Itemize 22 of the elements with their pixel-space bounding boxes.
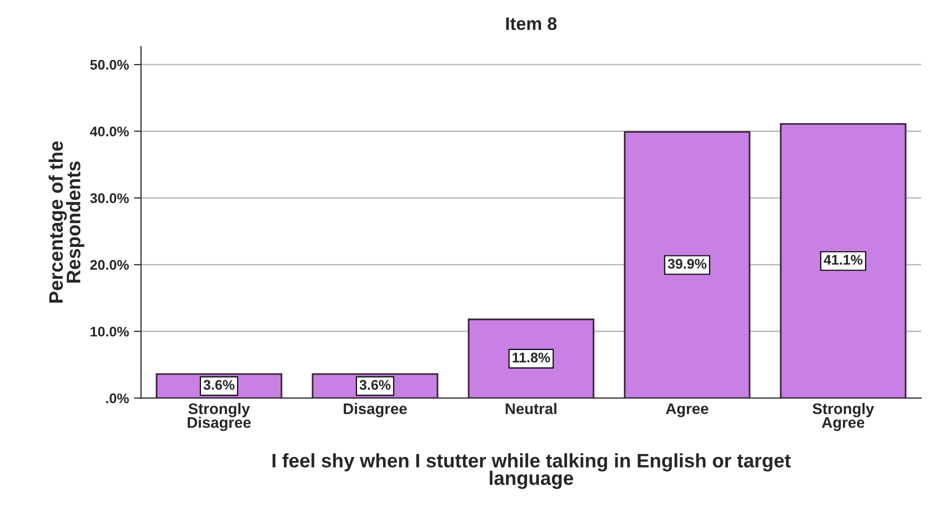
y-tick-label: .0% bbox=[106, 393, 129, 404]
data-label: 3.6% bbox=[204, 380, 234, 390]
y-tick-label: 30.0% bbox=[90, 193, 129, 204]
x-tick-label: Agree bbox=[666, 403, 708, 418]
data-label: 11.8% bbox=[512, 352, 550, 362]
x-tick-label: Strongly Disagree bbox=[188, 402, 251, 432]
data-label: 3.6% bbox=[360, 380, 391, 390]
y-tick-label: 50.0% bbox=[90, 60, 129, 70]
x-tick-label: Disagree bbox=[344, 402, 407, 418]
y-tick-label: 40.0% bbox=[90, 126, 129, 136]
x-axis-title: I feel shy when I stutter while talking in English or target language bbox=[272, 453, 791, 489]
x-tick-label: Neutral bbox=[506, 402, 556, 414]
y-axis-title: Percentage of the Respondents bbox=[48, 141, 84, 303]
bar bbox=[780, 123, 906, 398]
data-label: 39.9% bbox=[668, 258, 706, 269]
bar bbox=[468, 318, 594, 398]
chart-title: Item 8 bbox=[506, 17, 557, 30]
y-tick-label: 20.0% bbox=[90, 260, 129, 270]
bar bbox=[624, 131, 750, 398]
data-label: 41.1% bbox=[824, 254, 863, 265]
y-tick-label: 10.0% bbox=[90, 326, 129, 337]
x-tick-label: Strongly Agree bbox=[812, 402, 874, 432]
